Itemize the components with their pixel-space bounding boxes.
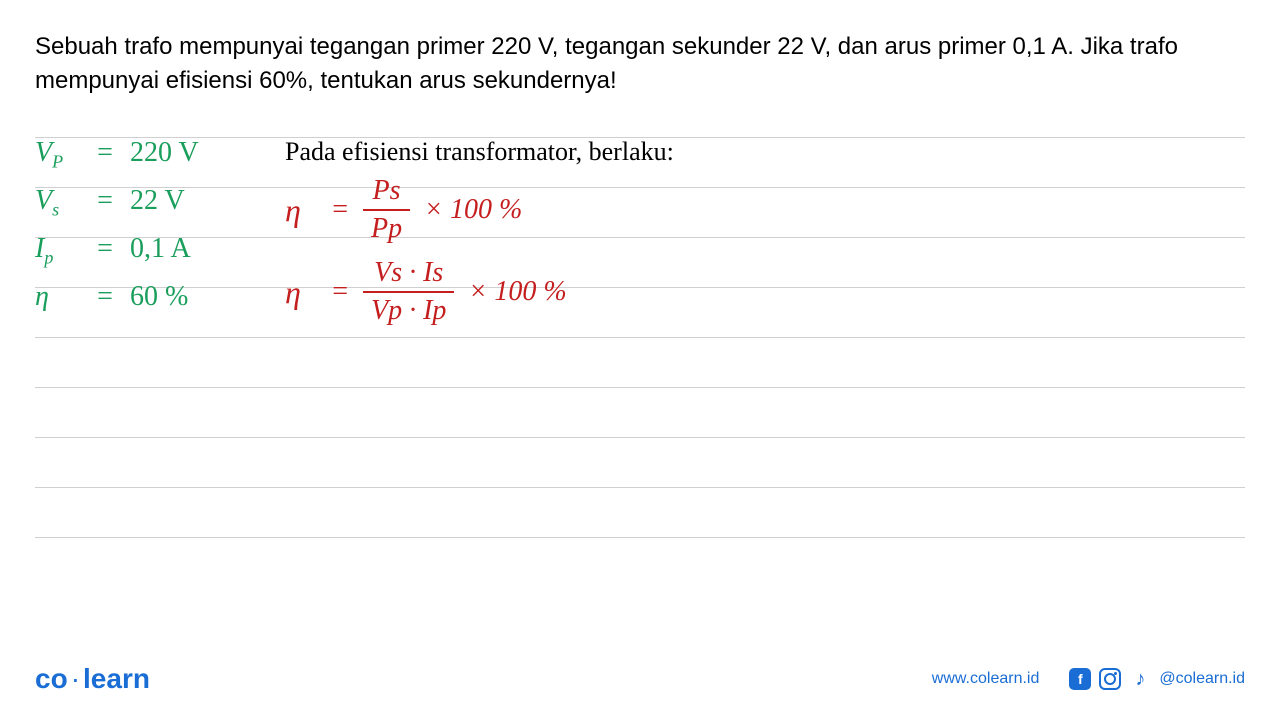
ruled-line [35, 387, 1245, 388]
instagram-icon [1099, 668, 1121, 690]
logo-dot: · [71, 663, 80, 694]
footer: co·learn www.colearn.id f ♪ @colearn.id [35, 663, 1245, 695]
question-text: Sebuah trafo mempunyai tegangan primer 2… [35, 30, 1245, 97]
equals: = [325, 194, 355, 226]
social-handle: @colearn.id [1159, 670, 1245, 688]
fraction: Vs · Is Vp · Ip [363, 257, 454, 327]
ruled-line [35, 537, 1245, 538]
work-area: VP = 220 V Vs = 22 V Ip = 0,1 A η = 60 %… [35, 132, 1245, 572]
var-vp: VP [35, 137, 90, 173]
val-ip: 0,1 A [120, 233, 191, 265]
numerator: Ps [365, 175, 409, 209]
val-eta: 60 % [120, 281, 188, 313]
given-vp: VP = 220 V [35, 137, 199, 185]
logo: co·learn [35, 663, 150, 695]
eta-symbol: η [285, 274, 325, 311]
ruled-line [35, 487, 1245, 488]
var-vs: Vs [35, 185, 90, 221]
denominator: Pp [363, 211, 410, 245]
tiktok-icon: ♪ [1129, 668, 1151, 690]
formula-1: η = Ps Pp × 100 % [285, 175, 674, 245]
fraction: Ps Pp [363, 175, 410, 245]
numerator: Vs · Is [366, 257, 451, 291]
solution-column: Pada efisiensi transformator, berlaku: η… [285, 137, 674, 339]
val-vp: 220 V [120, 137, 199, 169]
logo-learn: learn [83, 663, 150, 694]
logo-co: co [35, 663, 68, 694]
equals: = [325, 276, 355, 308]
footer-right: www.colearn.id f ♪ @colearn.id [932, 668, 1245, 690]
facebook-icon: f [1069, 668, 1091, 690]
solution-header: Pada efisiensi transformator, berlaku: [285, 137, 674, 167]
ruled-line [35, 437, 1245, 438]
given-ip: Ip = 0,1 A [35, 233, 199, 281]
formula-2: η = Vs · Is Vp · Ip × 100 % [285, 257, 674, 327]
given-eta: η = 60 % [35, 281, 199, 329]
given-vs: Vs = 22 V [35, 185, 199, 233]
equals: = [90, 233, 120, 265]
var-eta: η [35, 281, 90, 313]
val-vs: 22 V [120, 185, 185, 217]
equals: = [90, 185, 120, 217]
denominator: Vp · Ip [363, 293, 454, 327]
given-values: VP = 220 V Vs = 22 V Ip = 0,1 A η = 60 % [35, 137, 199, 329]
tail: × 100 % [424, 194, 522, 226]
social-icons: f ♪ @colearn.id [1069, 668, 1245, 690]
eta-symbol: η [285, 192, 325, 229]
var-ip: Ip [35, 233, 90, 269]
equals: = [90, 137, 120, 169]
tail: × 100 % [468, 276, 566, 308]
footer-url: www.colearn.id [932, 670, 1040, 688]
equals: = [90, 281, 120, 313]
